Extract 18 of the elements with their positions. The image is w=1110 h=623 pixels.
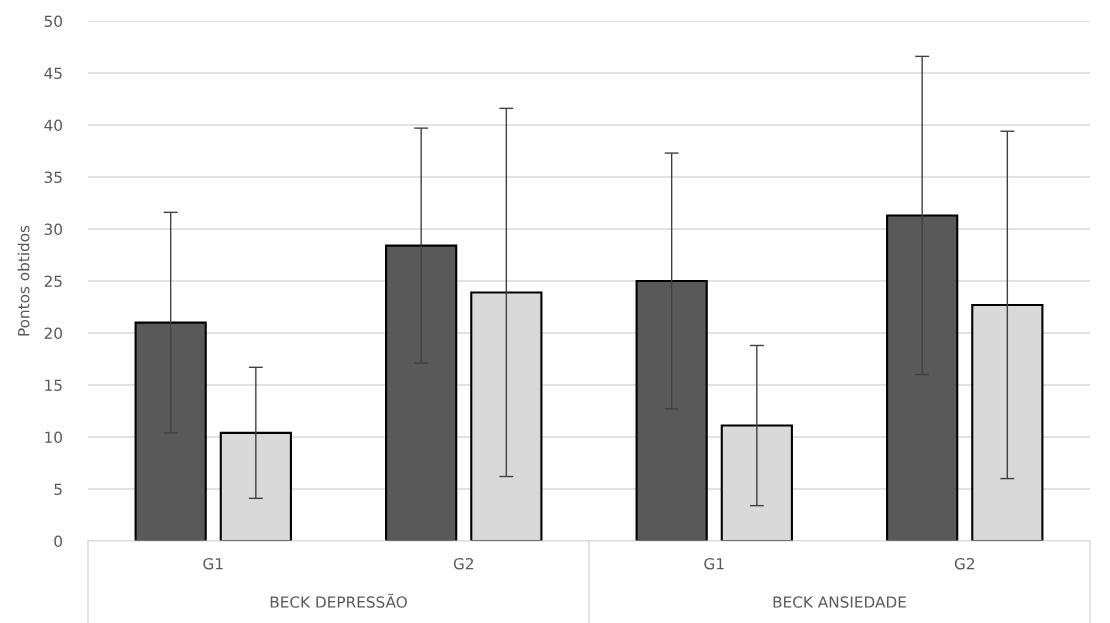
x-tick-label: G1: [203, 557, 223, 570]
y-tick-label: 45: [44, 67, 62, 80]
x-tick-label: G2: [954, 557, 974, 570]
text: BECK ANSIEDADE: [773, 596, 906, 608]
text: BECK DEPRESSÃO: [270, 593, 407, 608]
y-tick-label: 20: [44, 327, 62, 340]
y-tick-label: 30: [44, 223, 62, 236]
x-tick-label: G1: [704, 557, 724, 570]
y-axis-title: Pontos obtidos: [17, 225, 30, 336]
y-tick-label: 50: [44, 15, 62, 28]
y-tick-label: 0: [54, 535, 62, 548]
y-tick-label: 15: [45, 379, 62, 392]
x-tick-label: G2: [453, 557, 473, 570]
y-tick-label: 25: [44, 275, 62, 288]
y-tick-label: 10: [45, 431, 62, 444]
y-tick-label: 5: [54, 483, 62, 496]
y-tick-label: 35: [44, 171, 62, 184]
y-tick-label: 40: [44, 119, 62, 132]
